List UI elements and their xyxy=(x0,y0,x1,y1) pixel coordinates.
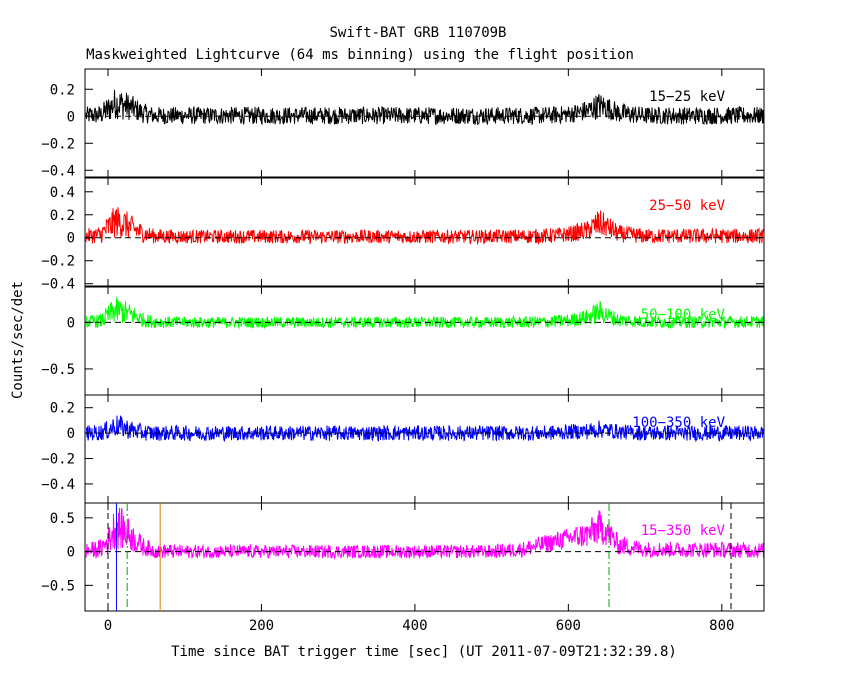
series-line-0 xyxy=(85,89,764,126)
x-axis-label: Time since BAT trigger time [sec] (UT 20… xyxy=(171,644,677,660)
y-tick-label-1-0: 0.4 xyxy=(50,185,75,201)
panels-group: 0.2 0 −0.2 −0.4 15−25 keV 0.4 0.2 0 −0.2 −0.4 25−5… xyxy=(41,68,765,634)
y-tick-label-4-1: 0 xyxy=(67,545,75,561)
panel-frame-0 xyxy=(84,68,765,178)
y-tick-label-3-2: −0.2 xyxy=(41,452,75,468)
panel-frame-3 xyxy=(84,394,765,504)
x-tick-label-3: 600 xyxy=(556,618,581,634)
x-tick-label-0: 0 xyxy=(104,618,112,634)
band-label-1: 25−50 keV xyxy=(649,198,725,214)
y-tick-label-1-3: −0.2 xyxy=(41,254,75,270)
band-label-2: 50−100 keV xyxy=(641,307,726,323)
y-tick-label-3-0: 0.2 xyxy=(50,401,75,417)
y-tick-label-4-0: 0.5 xyxy=(50,511,75,527)
x-tick-label-4: 800 xyxy=(709,618,734,634)
y-axis-label: Counts/sec/det xyxy=(10,281,26,399)
panel-0: 0.2 0 −0.2 −0.4 15−25 keV xyxy=(41,68,765,179)
y-tick-label-0-2: −0.2 xyxy=(41,136,75,152)
y-tick-label-2-0: 0 xyxy=(67,315,75,331)
y-tick-label-0-1: 0 xyxy=(67,109,75,125)
panel-3: 0.2 0 −0.2 −0.4 100−350 keV xyxy=(41,394,765,504)
y-tick-label-1-2: 0 xyxy=(67,231,75,247)
band-label-4: 15−350 keV xyxy=(641,523,726,539)
panel-2: 0 −0.5 50−100 keV xyxy=(41,286,765,396)
chart-title: Swift-BAT GRB 110709B xyxy=(329,25,506,41)
chart-subtitle: Maskweighted Lightcurve (64 ms binning) … xyxy=(86,47,634,63)
series-line-1 xyxy=(85,207,764,246)
panel-1: 0.4 0.2 0 −0.2 −0.4 25−50 keV xyxy=(41,177,765,293)
series-line-2 xyxy=(85,296,764,330)
panel-frame-4 xyxy=(84,502,765,612)
y-tick-label-4-2: −0.5 xyxy=(41,578,75,594)
y-tick-label-3-1: 0 xyxy=(67,426,75,442)
y-tick-label-0-0: 0.2 xyxy=(50,82,75,98)
y-tick-label-2-1: −0.5 xyxy=(41,362,75,378)
band-label-3: 100−350 keV xyxy=(632,415,725,431)
series-line-4 xyxy=(85,507,764,560)
y-tick-label-0-3: −0.4 xyxy=(41,163,75,179)
panel-frame-1 xyxy=(84,177,765,287)
y-tick-label-1-4: −0.4 xyxy=(41,277,75,293)
x-tick-label-1: 200 xyxy=(249,618,274,634)
panel-frame-2 xyxy=(84,286,765,396)
series-line-3 xyxy=(85,415,764,443)
panel-4: 0.5 0 −0.5 15−350 keV xyxy=(41,502,765,612)
y-tick-label-3-3: −0.4 xyxy=(41,477,75,493)
band-label-0: 15−25 keV xyxy=(649,89,725,105)
y-tick-label-1-1: 0.2 xyxy=(50,208,75,224)
x-tick-label-2: 400 xyxy=(402,618,427,634)
